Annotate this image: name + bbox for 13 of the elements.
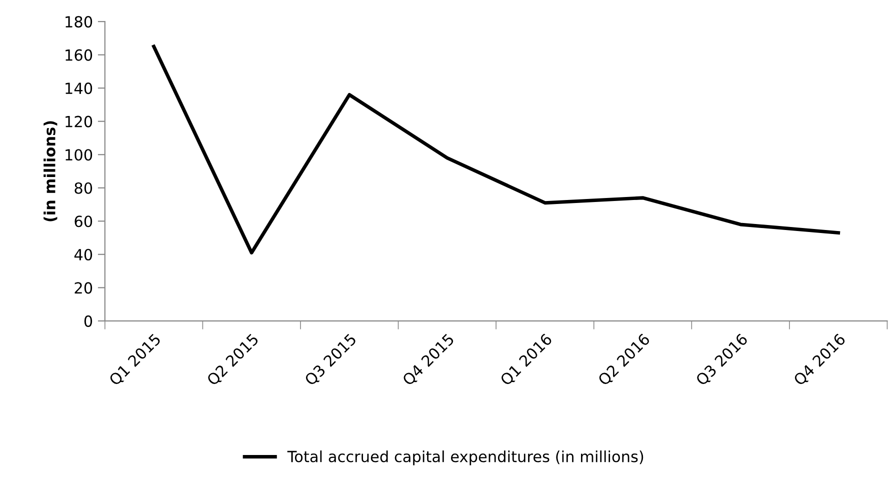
legend-label: Total accrued capital expenditures (in millions)	[287, 450, 644, 466]
y-tick-label: 160	[66, 49, 92, 61]
y-tick-label: 20	[74, 282, 92, 294]
y-tick-label: 140	[66, 82, 92, 94]
y-tick-label: 80	[74, 182, 92, 194]
y-tick-label: 120	[66, 116, 92, 128]
line-series	[152, 44, 840, 254]
y-tick-label: 0	[84, 315, 92, 327]
y-tick-label: 60	[74, 216, 92, 228]
y-axis-title: (in millions)	[44, 121, 58, 222]
y-tick-label: 40	[74, 248, 92, 260]
y-tick-label: 100	[66, 149, 92, 161]
y-tick-label: 180	[66, 16, 92, 28]
